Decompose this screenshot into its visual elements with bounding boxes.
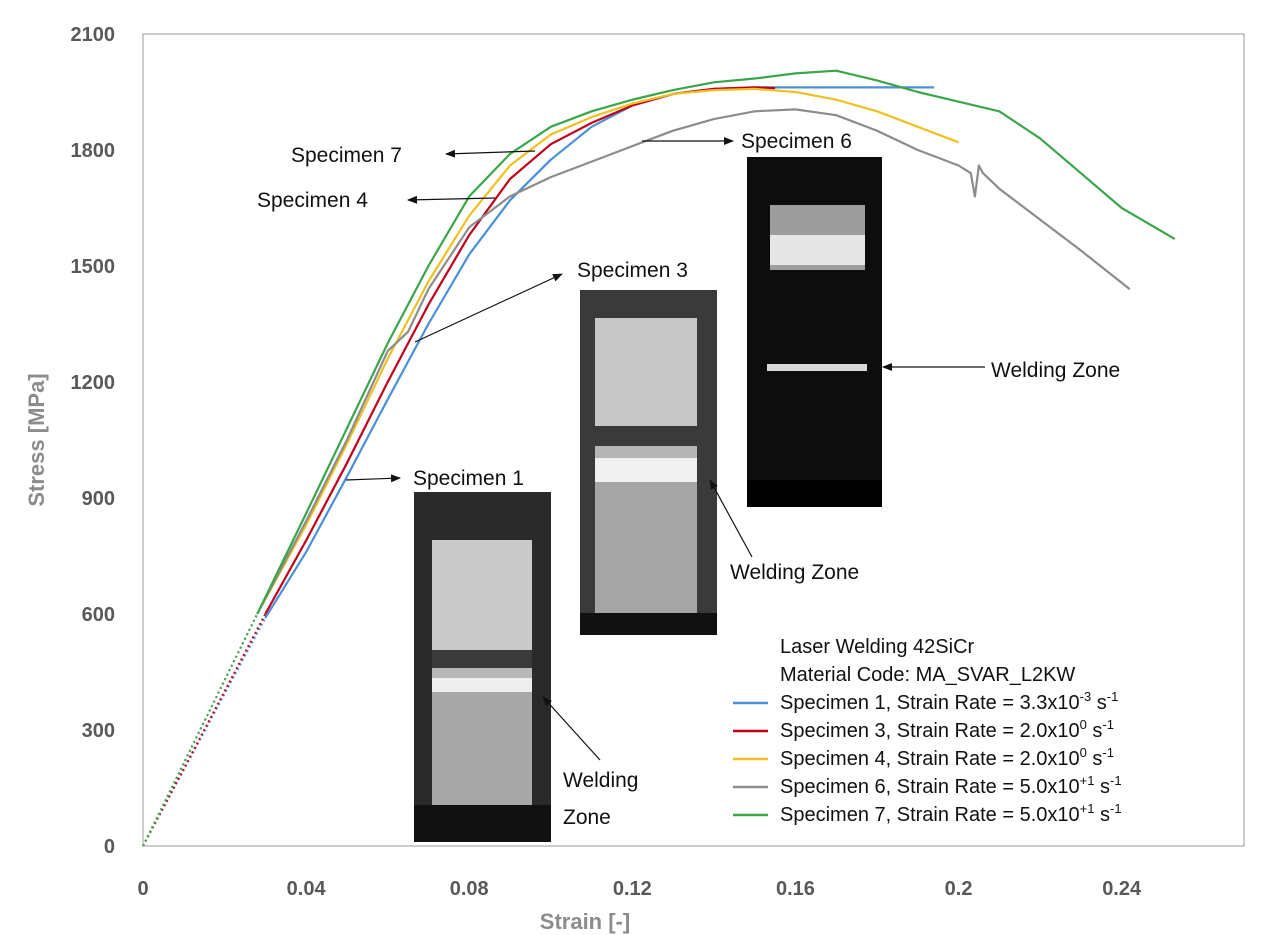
legend-entry-0: Specimen 1, Strain Rate = 3.3x10-3 s-1 [780,689,1118,714]
y-tick-label: 1500 [71,256,116,278]
x-tick-label: 0.16 [776,878,815,900]
series-4-line [256,69,1176,615]
annotation-specimen-7: Specimen 7 [291,144,402,167]
y-tick-label: 2100 [71,24,116,46]
x-tick-label: 0.12 [613,878,652,900]
series-2-line [256,87,959,615]
specimen-3-photo [580,290,717,635]
x-tick-label: 0.2 [945,878,973,900]
y-tick-label: 600 [82,604,115,626]
annotation-welding-1-line2: Zone [563,806,611,829]
annotation-specimen-1: Specimen 1 [413,467,524,490]
specimen-6-photo [747,157,882,507]
legend: Laser Welding 42SiCr Material Code: MA_S… [733,636,1122,826]
legend-entry-1: Specimen 3, Strain Rate = 2.0x100 s-1 [780,717,1114,742]
legend-header-line2: Material Code: MA_SVAR_L2KW [780,664,1075,686]
y-axis-label: Stress [MPa] [24,373,49,506]
y-tick-label: 1200 [71,372,116,394]
x-tick-label: 0.08 [450,878,489,900]
series-lines [256,69,1176,619]
x-tick-label: 0.24 [1102,878,1142,900]
annotation-welding-zone-6: Welding Zone [991,359,1120,382]
legend-entries: Specimen 1, Strain Rate = 3.3x10-3 s-1 Sp… [733,689,1122,826]
annotation-specimen-6: Specimen 6 [741,130,852,153]
series-1-extrapolation [142,613,267,847]
annotation-specimen-4: Specimen 4 [257,189,368,212]
x-axis-label: Strain [-] [540,909,630,934]
x-tick-label: 0 [137,878,148,900]
annotation-welding-zone-3: Welding Zone [730,561,859,584]
y-axis-ticks: 0 300 600 900 1200 1500 1800 2100 [71,24,116,858]
annotation-welding-1-line1: Welding [563,769,639,792]
y-tick-label: 900 [82,488,115,510]
legend-entry-2: Specimen 4, Strain Rate = 2.0x100 s-1 [780,745,1114,770]
x-axis-ticks: 0 0.04 0.08 0.12 0.16 0.2 0.24 [137,878,1142,900]
elastic-extrapolation-lines [142,613,267,847]
legend-entry-3: Specimen 6, Strain Rate = 5.0x10+1 s-1 [780,773,1122,798]
series-0-line [264,86,935,619]
series-0-extrapolation [142,617,267,847]
x-tick-label: 0.04 [287,878,327,900]
y-tick-label: 300 [82,720,115,742]
annotation-arrows [345,137,985,761]
annotation-specimen-3: Specimen 3 [577,259,688,282]
y-tick-label: 1800 [71,140,116,162]
series-4-extrapolation [142,613,259,847]
specimen-1-photo [414,492,551,842]
y-tick-label: 0 [104,836,115,858]
legend-entry-4: Specimen 7, Strain Rate = 5.0x10+1 s-1 [780,801,1122,826]
series-3-line [256,108,1131,615]
legend-header-line1: Laser Welding 42SiCr [780,636,975,658]
